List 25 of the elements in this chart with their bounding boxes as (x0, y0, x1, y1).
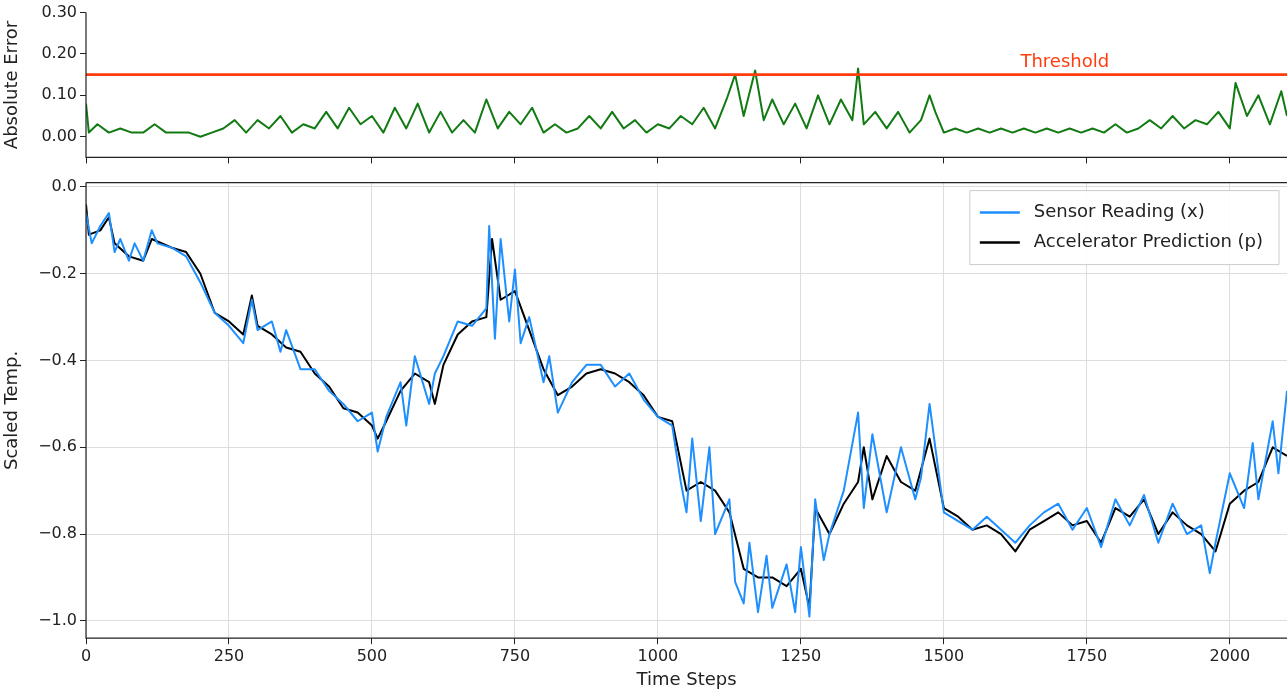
y-tick-label: 0.20 (41, 43, 77, 63)
legend-label: Sensor Reading (x) (1033, 200, 1205, 222)
x-tick-label: 2000 (1209, 645, 1251, 665)
y-axis-title: Absolute Error (0, 20, 22, 150)
y-tick-label: −0.6 (38, 436, 77, 456)
y-tick-label: 0.10 (41, 84, 77, 104)
x-tick-label: 0 (80, 645, 92, 665)
legend-label: Accelerator Prediction (p) (1033, 230, 1264, 252)
y-tick-label: 0.30 (41, 1, 77, 21)
y-tick-label: −0.2 (38, 262, 77, 282)
x-tick-label: 1000 (637, 645, 679, 665)
y-axis-title: Scaled Temp. (0, 350, 22, 471)
y-tick-label: 0.0 (51, 176, 77, 196)
x-axis-title: Time Steps (635, 667, 737, 689)
x-tick-label: 1250 (780, 645, 822, 665)
x-tick-label: 1500 (923, 645, 965, 665)
y-tick-label: 0.00 (41, 125, 77, 145)
x-tick-label: 500 (356, 645, 388, 665)
ref-line-label: Threshold (1019, 50, 1110, 72)
y-tick-label: −1.0 (38, 610, 77, 629)
y-tick-label: −0.8 (38, 523, 77, 543)
x-tick-label: 750 (499, 645, 531, 665)
y-tick-label: −0.4 (38, 349, 77, 369)
x-tick-label: 250 (213, 645, 245, 665)
x-tick-label: 1750 (1066, 645, 1108, 665)
